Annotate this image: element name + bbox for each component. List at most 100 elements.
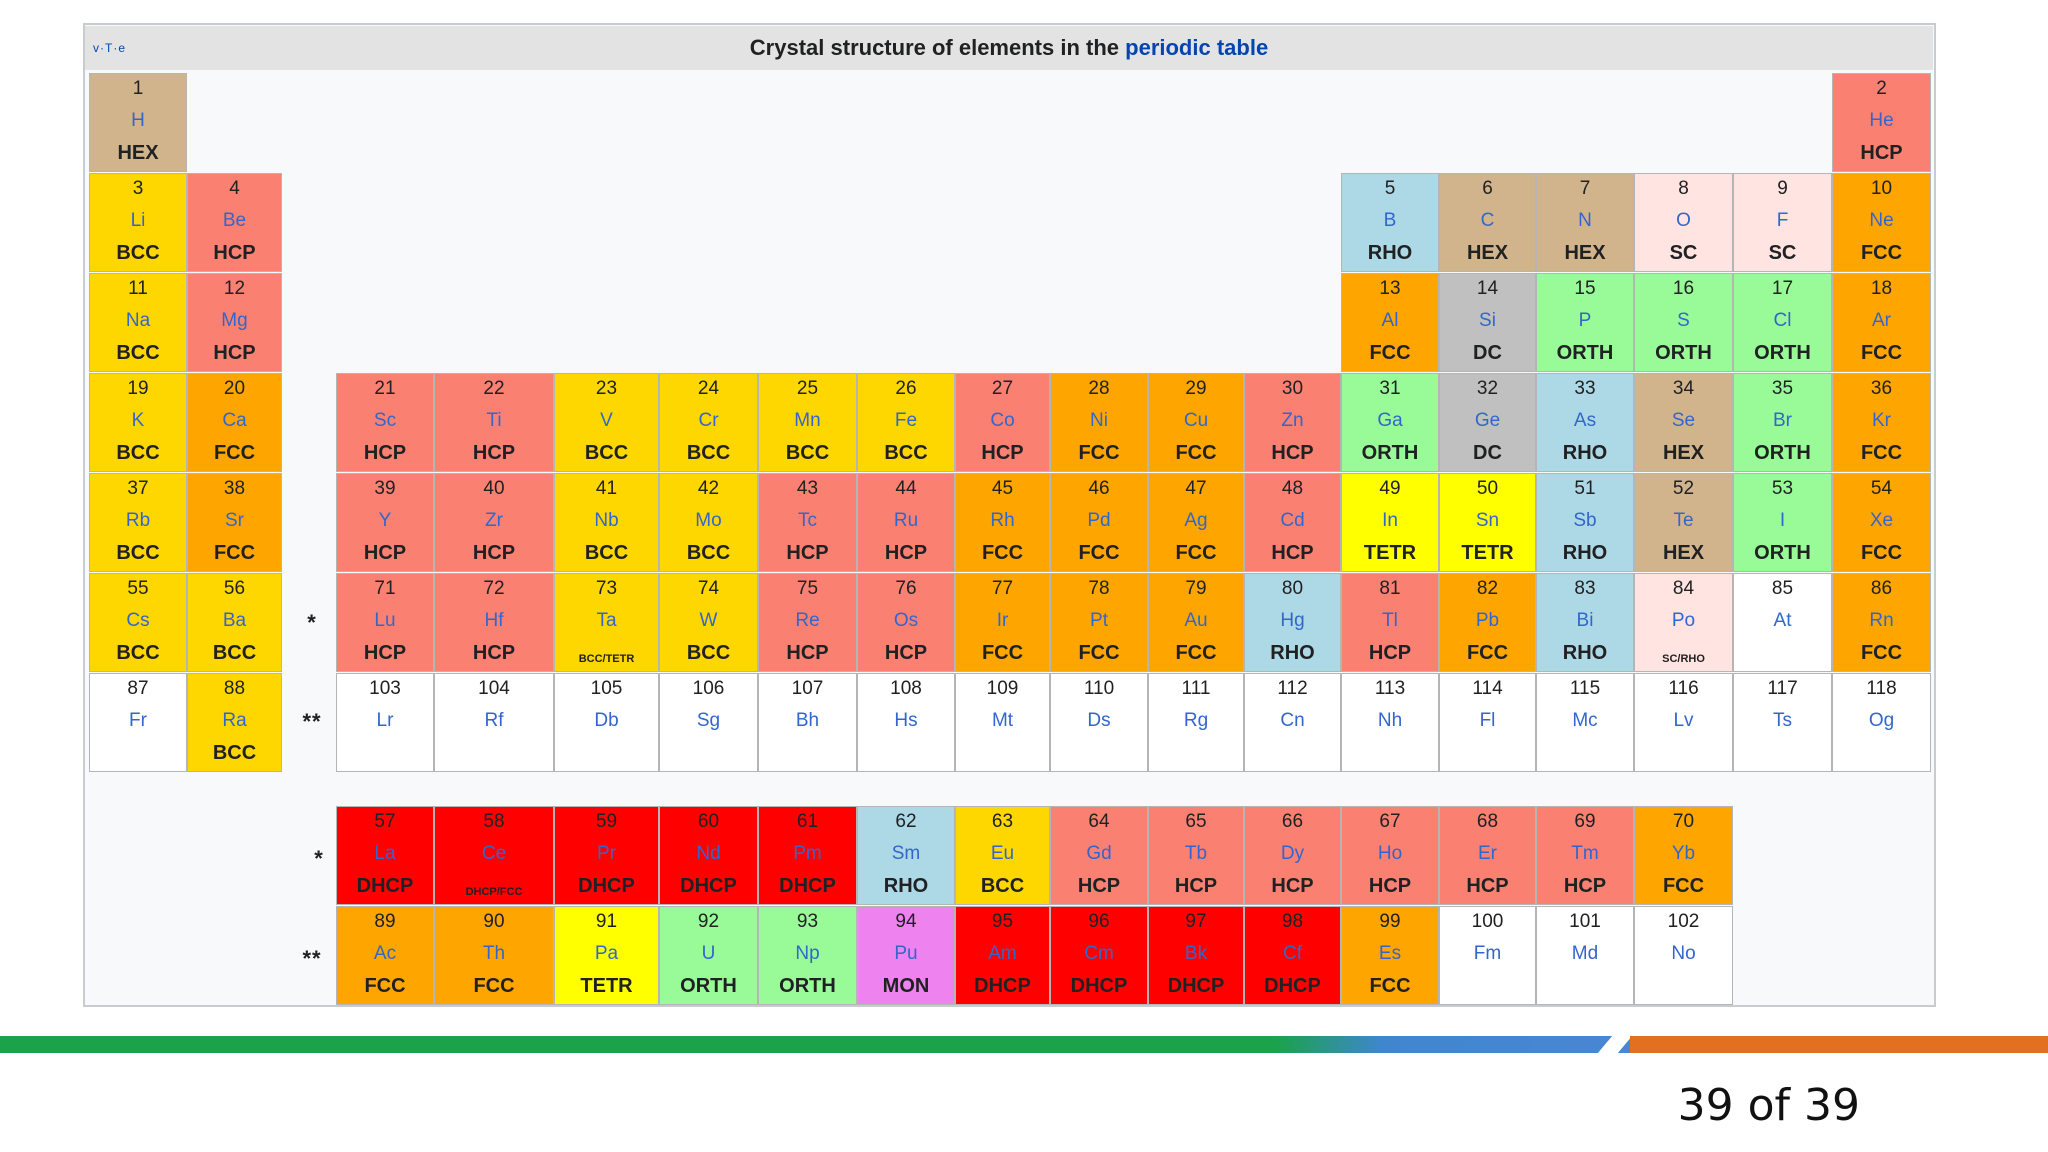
element-symbol-link[interactable]: Cs — [126, 610, 150, 631]
element-cell-kr[interactable]: 36 Kr FCC — [1832, 373, 1931, 472]
element-symbol-link[interactable]: Sr — [225, 510, 244, 531]
element-cell-bh[interactable]: 107 Bh — [758, 673, 857, 772]
element-symbol-link[interactable]: At — [1773, 610, 1792, 631]
element-cell-mc[interactable]: 115 Mc — [1536, 673, 1634, 772]
element-cell-rg[interactable]: 111 Rg — [1148, 673, 1244, 772]
element-cell-ga[interactable]: 31 Ga ORTH — [1341, 373, 1439, 472]
element-cell-cl[interactable]: 17 Cl ORTH — [1733, 273, 1832, 372]
element-cell-ra[interactable]: 88 Ra BCC — [187, 673, 282, 772]
element-symbol-link[interactable]: Pt — [1090, 610, 1108, 631]
element-symbol-link[interactable]: Fl — [1479, 710, 1496, 731]
element-symbol-link[interactable]: Gd — [1086, 843, 1112, 864]
element-symbol-link[interactable]: Te — [1673, 510, 1694, 531]
element-cell-lv[interactable]: 116 Lv — [1634, 673, 1733, 772]
element-symbol-link[interactable]: Mn — [794, 410, 821, 431]
element-symbol-link[interactable]: Pb — [1475, 610, 1500, 631]
element-cell-cn[interactable]: 112 Cn — [1244, 673, 1341, 772]
element-cell-gd[interactable]: 64 Gd HCP — [1050, 806, 1148, 905]
element-cell-b[interactable]: 5 B RHO — [1341, 173, 1439, 272]
element-cell-og[interactable]: 118 Og — [1832, 673, 1931, 772]
element-symbol-link[interactable]: Mt — [991, 710, 1014, 731]
element-cell-er[interactable]: 68 Er HCP — [1439, 806, 1536, 905]
element-cell-dy[interactable]: 66 Dy HCP — [1244, 806, 1341, 905]
element-cell-zn[interactable]: 30 Zn HCP — [1244, 373, 1341, 472]
element-symbol-link[interactable]: Nh — [1377, 710, 1403, 731]
element-symbol-link[interactable]: Fr — [129, 710, 147, 731]
element-cell-ho[interactable]: 67 Ho HCP — [1341, 806, 1439, 905]
element-cell-ir[interactable]: 77 Ir FCC — [955, 573, 1050, 672]
element-cell-hg[interactable]: 80 Hg RHO — [1244, 573, 1341, 672]
element-cell-tc[interactable]: 43 Tc HCP — [758, 473, 857, 572]
element-cell-mn[interactable]: 25 Mn BCC — [758, 373, 857, 472]
element-cell-as[interactable]: 33 As RHO — [1536, 373, 1634, 472]
element-symbol-link[interactable]: Rh — [990, 510, 1015, 531]
element-symbol-link[interactable]: Cm — [1084, 943, 1114, 964]
element-symbol-link[interactable]: Lu — [374, 610, 396, 631]
element-cell-sb[interactable]: 51 Sb RHO — [1536, 473, 1634, 572]
element-cell-np[interactable]: 93 Np ORTH — [758, 906, 857, 1005]
element-symbol-link[interactable]: Dy — [1280, 843, 1305, 864]
element-symbol-link[interactable]: V — [600, 410, 613, 431]
element-symbol-link[interactable]: Np — [795, 943, 820, 964]
element-symbol-link[interactable]: Pd — [1087, 510, 1111, 531]
element-cell-nb[interactable]: 41 Nb BCC — [554, 473, 659, 572]
element-symbol-link[interactable]: Yb — [1671, 843, 1696, 864]
element-symbol-link[interactable]: Sb — [1573, 510, 1597, 531]
element-cell-cs[interactable]: 55 Cs BCC — [89, 573, 187, 672]
element-symbol-link[interactable]: Sn — [1475, 510, 1500, 531]
element-symbol-link[interactable]: Ho — [1377, 843, 1403, 864]
element-symbol-link[interactable]: Ru — [893, 510, 919, 531]
element-symbol-link[interactable]: Cu — [1183, 410, 1209, 431]
element-symbol-link[interactable]: Na — [125, 310, 151, 331]
element-symbol-link[interactable]: Hg — [1280, 610, 1305, 631]
element-symbol-link[interactable]: Zn — [1281, 410, 1304, 431]
element-cell-na[interactable]: 11 Na BCC — [89, 273, 187, 372]
element-symbol-link[interactable]: Am — [988, 943, 1017, 964]
element-cell-at[interactable]: 85 At — [1733, 573, 1832, 672]
element-symbol-link[interactable]: Og — [1868, 710, 1895, 731]
element-cell-hf[interactable]: 72 Hf HCP — [434, 573, 554, 672]
element-symbol-link[interactable]: Sm — [891, 843, 921, 864]
element-symbol-link[interactable]: Ar — [1872, 310, 1891, 331]
element-symbol-link[interactable]: Pm — [793, 843, 822, 864]
element-cell-i[interactable]: 53 I ORTH — [1733, 473, 1832, 572]
element-symbol-link[interactable]: Db — [594, 710, 619, 731]
element-cell-fr[interactable]: 87 Fr — [89, 673, 187, 772]
element-symbol-link[interactable]: Mc — [1572, 710, 1598, 731]
element-symbol-link[interactable]: Li — [130, 210, 146, 231]
element-symbol-link[interactable]: La — [374, 843, 396, 864]
element-symbol-link[interactable]: Sc — [373, 410, 397, 431]
vte-links[interactable]: v·T·e — [93, 41, 126, 55]
element-symbol-link[interactable]: Er — [1478, 843, 1497, 864]
element-cell-th[interactable]: 90 Th FCC — [434, 906, 554, 1005]
element-symbol-link[interactable]: Bk — [1184, 943, 1208, 964]
element-cell-s[interactable]: 16 S ORTH — [1634, 273, 1733, 372]
element-cell-po[interactable]: 84 Po SC/RHO — [1634, 573, 1733, 672]
element-symbol-link[interactable]: Fm — [1473, 943, 1502, 964]
element-symbol-link[interactable]: S — [1677, 310, 1690, 331]
element-cell-la[interactable]: 57 La DHCP — [336, 806, 434, 905]
element-cell-no[interactable]: 102 No — [1634, 906, 1733, 1005]
element-cell-au[interactable]: 79 Au FCC — [1148, 573, 1244, 672]
element-cell-mg[interactable]: 12 Mg HCP — [187, 273, 282, 372]
element-symbol-link[interactable]: Hs — [894, 710, 918, 731]
element-symbol-link[interactable]: F — [1776, 210, 1789, 231]
element-symbol-link[interactable]: Nb — [594, 510, 619, 531]
element-symbol-link[interactable]: Kr — [1872, 410, 1891, 431]
element-symbol-link[interactable]: Ni — [1090, 410, 1108, 431]
element-cell-pb[interactable]: 82 Pb FCC — [1439, 573, 1536, 672]
element-cell-pm[interactable]: 61 Pm DHCP — [758, 806, 857, 905]
element-cell-ac[interactable]: 89 Ac FCC — [336, 906, 434, 1005]
element-cell-cm[interactable]: 96 Cm DHCP — [1050, 906, 1148, 1005]
element-symbol-link[interactable]: Ts — [1773, 710, 1792, 731]
element-cell-cr[interactable]: 24 Cr BCC — [659, 373, 758, 472]
element-symbol-link[interactable]: Ta — [596, 610, 617, 631]
element-cell-ts[interactable]: 117 Ts — [1733, 673, 1832, 772]
element-symbol-link[interactable]: H — [131, 110, 145, 131]
element-symbol-link[interactable]: Cl — [1773, 310, 1792, 331]
element-cell-he[interactable]: 2 He HCP — [1832, 73, 1931, 172]
element-cell-ar[interactable]: 18 Ar FCC — [1832, 273, 1931, 372]
element-symbol-link[interactable]: W — [699, 610, 718, 631]
element-cell-sr[interactable]: 38 Sr FCC — [187, 473, 282, 572]
element-symbol-link[interactable]: Os — [893, 610, 919, 631]
